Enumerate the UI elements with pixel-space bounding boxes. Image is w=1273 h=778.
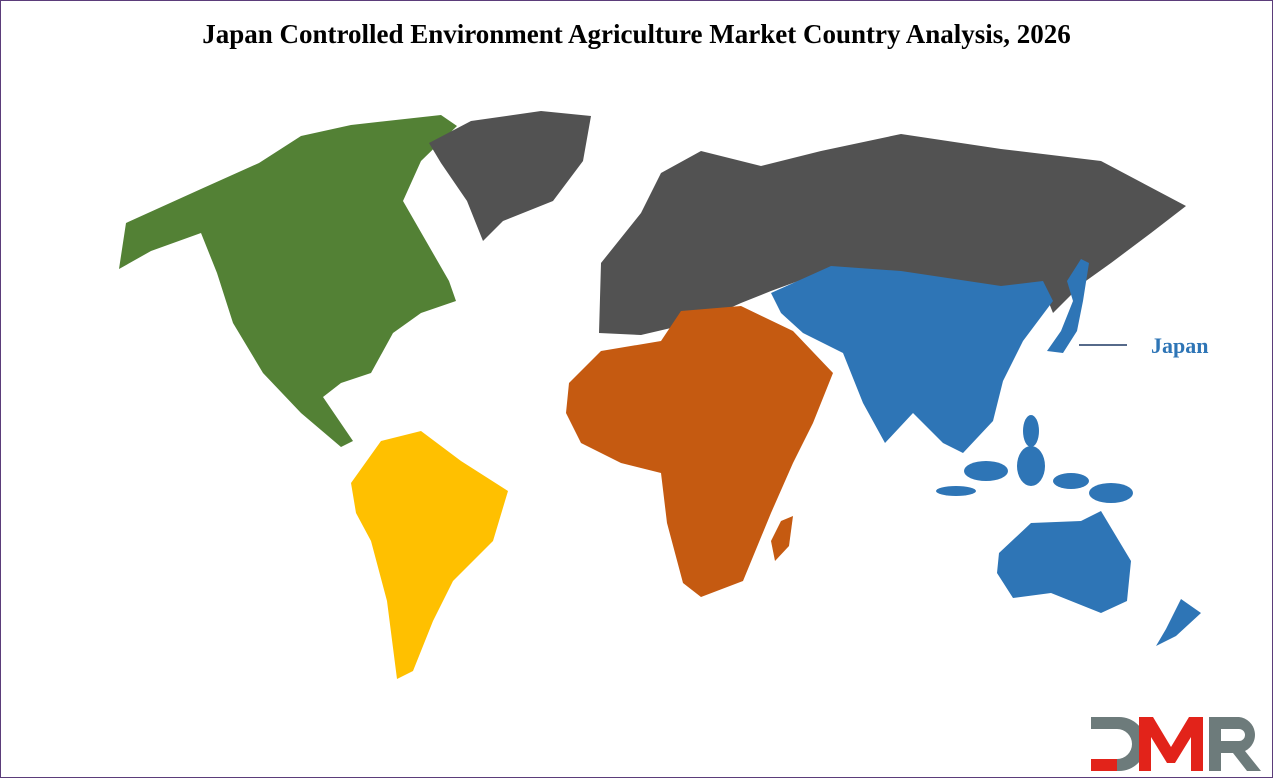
region-southeast-asia-islands bbox=[936, 415, 1133, 503]
page-title: Japan Controlled Environment Agriculture… bbox=[202, 19, 1071, 49]
region-new-zealand bbox=[1156, 599, 1201, 646]
region-south-america bbox=[351, 431, 508, 679]
japan-label: Japan bbox=[1151, 333, 1209, 358]
region-africa-middle-east bbox=[566, 306, 833, 597]
region-australia bbox=[997, 511, 1131, 613]
region-north-america bbox=[119, 115, 457, 447]
dmr-logo bbox=[1091, 717, 1261, 771]
region-madagascar bbox=[771, 516, 793, 561]
region-europe-russia bbox=[599, 134, 1186, 335]
region-japan bbox=[1047, 259, 1089, 353]
region-asia bbox=[771, 266, 1053, 453]
region-greenland bbox=[429, 111, 591, 241]
